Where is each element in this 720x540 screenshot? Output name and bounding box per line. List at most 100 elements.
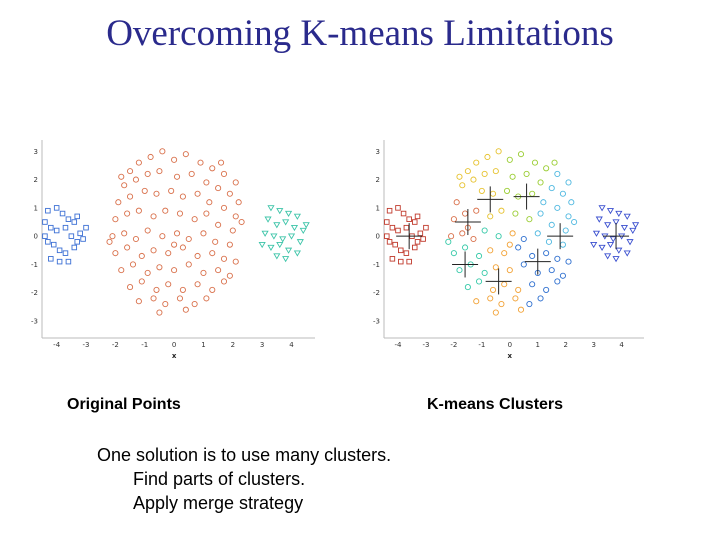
- data-point-square: [62, 224, 69, 231]
- x-tick-label: -1: [478, 341, 485, 349]
- data-point-circle: [159, 233, 166, 240]
- y-tick-label: 3: [376, 148, 380, 156]
- data-point-circle: [182, 151, 189, 158]
- data-point-triangle: [284, 247, 293, 254]
- data-point-triangle: [264, 216, 272, 223]
- data-point-circle: [540, 199, 547, 206]
- data-point-circle: [565, 258, 572, 265]
- data-point-triangle: [287, 233, 296, 240]
- data-point-triangle: [293, 250, 301, 257]
- y-tick-label: -3: [31, 318, 38, 326]
- data-point-circle: [481, 269, 488, 276]
- x-tick-label: 2: [231, 341, 235, 349]
- data-point-circle: [165, 250, 172, 257]
- data-point-circle: [545, 238, 552, 245]
- data-point-circle: [156, 168, 163, 175]
- data-point-circle: [470, 176, 477, 183]
- data-point-circle: [138, 278, 145, 285]
- data-point-circle: [218, 159, 225, 166]
- data-point-triangle: [632, 222, 640, 229]
- data-point-square: [74, 239, 80, 245]
- data-point-square: [412, 219, 418, 225]
- data-point-circle: [489, 286, 497, 293]
- data-point-circle: [215, 221, 222, 228]
- data-point-circle: [445, 238, 452, 245]
- data-point-square: [42, 219, 48, 225]
- x-tick-label: -4: [53, 341, 61, 349]
- data-point-circle: [153, 286, 160, 293]
- data-point-circle: [109, 233, 116, 240]
- data-point-square: [45, 239, 51, 245]
- data-point-square: [423, 224, 429, 231]
- data-point-square: [65, 216, 72, 222]
- data-point-circle: [127, 193, 134, 200]
- data-point-circle: [203, 295, 210, 302]
- x-tick-label: 4: [289, 341, 294, 349]
- data-point-circle: [156, 264, 163, 271]
- data-point-circle: [450, 216, 457, 223]
- data-point-square: [71, 244, 78, 251]
- data-point-square: [414, 239, 421, 245]
- data-point-circle: [529, 190, 536, 197]
- data-point-triangle: [606, 242, 615, 249]
- data-point-circle: [512, 210, 519, 217]
- data-point-circle: [215, 185, 222, 192]
- y-tick-label: 2: [34, 176, 38, 184]
- slide-title: Overcoming K-means Limitations: [106, 13, 614, 54]
- data-point-circle: [176, 295, 184, 302]
- data-point-circle: [179, 193, 186, 200]
- data-point-circle: [517, 306, 525, 313]
- data-point-circle: [523, 170, 530, 177]
- data-point-circle: [551, 159, 558, 166]
- data-point-circle: [132, 176, 139, 183]
- data-point-triangle: [267, 205, 275, 212]
- data-point-circle: [121, 230, 128, 237]
- data-point-circle: [512, 295, 519, 302]
- data-point-circle: [473, 159, 480, 166]
- data-point-circle: [509, 173, 516, 180]
- data-point-circle: [191, 301, 198, 308]
- data-point-triangle: [592, 230, 601, 237]
- data-point-circle: [462, 210, 469, 217]
- data-point-circle: [495, 148, 502, 155]
- data-point-circle: [453, 199, 460, 206]
- data-point-circle: [543, 286, 550, 293]
- x-tick-label: 1: [536, 341, 540, 349]
- data-point-circle: [548, 267, 555, 274]
- data-point-circle: [554, 170, 561, 177]
- y-tick-label: 1: [376, 204, 380, 212]
- data-point-circle: [200, 269, 207, 276]
- data-point-square: [80, 236, 86, 242]
- x-axis-title: x: [508, 352, 513, 360]
- data-point-square: [386, 207, 393, 214]
- right-caption: K-means Clusters: [427, 396, 564, 413]
- data-point-triangle: [258, 242, 266, 249]
- data-point-triangle: [598, 205, 606, 212]
- data-point-circle: [506, 267, 513, 274]
- data-point-circle: [554, 204, 561, 211]
- data-point-circle: [571, 218, 578, 226]
- data-point-circle: [529, 252, 536, 260]
- data-point-circle: [478, 187, 485, 194]
- data-point-circle: [203, 179, 210, 186]
- data-point-square: [77, 230, 83, 237]
- data-point-circle: [171, 241, 178, 248]
- data-point-triangle: [302, 222, 310, 229]
- data-point-circle: [543, 250, 550, 257]
- data-point-circle: [559, 272, 566, 279]
- data-point-square: [384, 219, 390, 225]
- data-point-square: [406, 216, 412, 222]
- data-point-circle: [171, 156, 178, 163]
- x-tick-label: 0: [508, 341, 512, 349]
- data-point-circle: [464, 284, 471, 291]
- data-point-circle: [226, 241, 233, 248]
- data-point-circle: [481, 227, 488, 234]
- data-point-circle: [459, 182, 466, 189]
- data-point-circle: [209, 165, 216, 172]
- y-tick-label: 0: [376, 233, 380, 241]
- data-point-circle: [498, 207, 505, 214]
- data-point-triangle: [606, 208, 615, 215]
